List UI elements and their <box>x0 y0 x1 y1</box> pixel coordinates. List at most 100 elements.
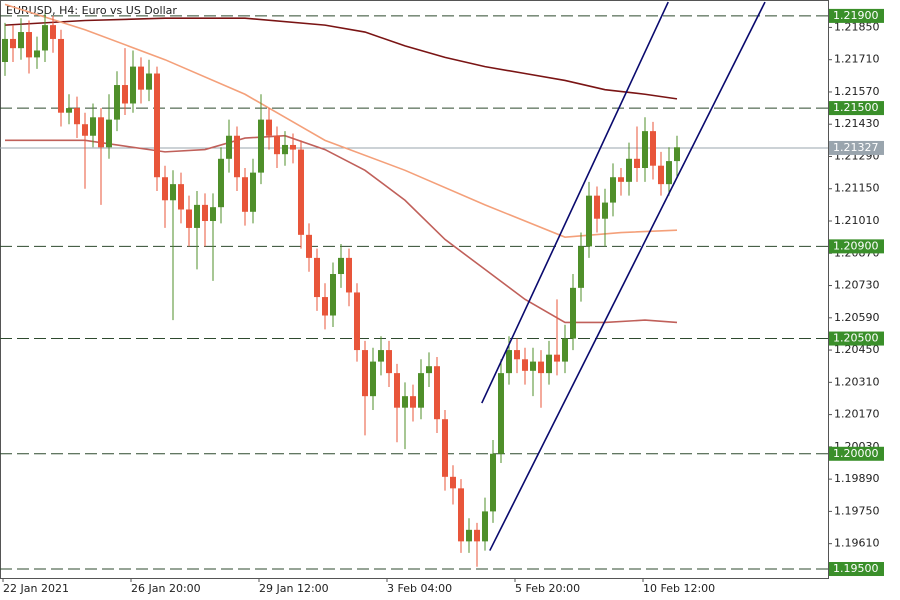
candle-body <box>90 117 96 136</box>
candle-body <box>330 274 336 316</box>
candle-body <box>506 350 512 374</box>
candle-body <box>618 177 624 182</box>
candle-body <box>554 354 560 362</box>
candle-body <box>562 338 568 362</box>
candle-body <box>170 184 176 201</box>
candle-body <box>402 396 408 408</box>
candle-body <box>610 177 616 203</box>
x-tick-label: 26 Jan 20:00 <box>131 582 201 595</box>
candle-body <box>450 476 456 489</box>
candle-body <box>490 453 496 512</box>
y-tick-label: 1.20450 <box>834 343 880 356</box>
candle-body <box>258 119 264 173</box>
y-tick-label: 1.19750 <box>834 504 880 517</box>
x-tick-label: 3 Feb 04:00 <box>387 582 452 595</box>
candle-body <box>482 511 488 542</box>
candle-body <box>178 184 184 210</box>
candle-body <box>666 161 672 185</box>
candle-body <box>578 246 584 288</box>
candle-body <box>394 373 400 408</box>
candle-body <box>602 202 608 219</box>
candle-body <box>146 73 152 90</box>
candle-body <box>274 135 280 155</box>
chart-title: EURUSD, H4: Euro vs US Dollar <box>6 4 177 17</box>
candle-body <box>346 257 352 293</box>
candle-body <box>322 297 328 316</box>
moving-average <box>5 134 678 324</box>
candle-body <box>354 292 360 351</box>
y-tick-label: 1.19890 <box>834 472 880 485</box>
candle-body <box>498 373 504 454</box>
candle-body <box>2 38 8 62</box>
candle-body <box>522 359 528 371</box>
level-label-box <box>829 101 884 116</box>
candle-body <box>122 85 128 104</box>
plot-frame <box>0 0 829 579</box>
candle-body <box>66 108 72 113</box>
candle-body <box>378 350 384 362</box>
y-tick-label: 1.21010 <box>834 214 880 227</box>
y-tick-label: 1.20170 <box>834 408 880 421</box>
x-tick-label: 5 Feb 20:00 <box>515 582 580 595</box>
candle-body <box>642 131 648 169</box>
candle-body <box>18 32 24 49</box>
candle-body <box>474 529 480 542</box>
candle-body <box>410 396 416 408</box>
candle-body <box>10 38 16 49</box>
candle-body <box>58 38 64 113</box>
candle-body <box>626 158 632 182</box>
candle-body <box>290 144 296 150</box>
current-price-label: 1.21327 <box>833 141 879 154</box>
candle-body <box>466 529 472 542</box>
y-tick-label: 1.20310 <box>834 375 880 388</box>
candle-body <box>106 119 112 148</box>
candle-body <box>674 147 680 162</box>
candle-body <box>98 117 104 148</box>
candle-body <box>114 85 120 120</box>
y-tick-label: 1.20730 <box>834 279 880 292</box>
candle-body <box>658 165 664 185</box>
level-label-box <box>829 239 884 254</box>
candle-body <box>234 135 240 178</box>
y-tick-label: 1.21150 <box>834 182 880 195</box>
candle-body <box>74 108 80 125</box>
candle-body <box>82 124 88 136</box>
moving-average <box>4 3 678 238</box>
candle-body <box>210 207 216 222</box>
candle-body <box>434 366 440 420</box>
level-label-box <box>829 8 884 23</box>
y-tick-label: 1.21710 <box>834 53 880 66</box>
candle-body <box>34 50 40 58</box>
candle-body <box>594 195 600 219</box>
candle-body <box>154 73 160 178</box>
candle-body <box>194 204 200 228</box>
candle-body <box>42 25 48 51</box>
x-tick-label: 29 Jan 12:00 <box>259 582 329 595</box>
channel-line <box>489 1 766 551</box>
y-tick-label: 1.21570 <box>834 85 880 98</box>
candle-body <box>250 172 256 212</box>
candle-body <box>282 144 288 155</box>
candle-body <box>226 135 232 159</box>
y-tick-label: 1.20590 <box>834 311 880 324</box>
candle-body <box>442 419 448 477</box>
level-label-box <box>829 446 884 461</box>
candle-body <box>266 119 272 136</box>
candle-body <box>242 177 248 212</box>
x-tick-label: 22 Jan 2021 <box>3 582 69 595</box>
candle-body <box>50 25 56 39</box>
level-label: 1.19500 <box>833 562 879 575</box>
candle-body <box>202 204 208 222</box>
candle-body <box>218 158 224 208</box>
candle-body <box>314 257 320 298</box>
level-label: 1.20500 <box>833 332 879 345</box>
moving-average <box>4 17 678 100</box>
y-tick-label: 1.21430 <box>834 117 880 130</box>
candle-body <box>298 149 304 235</box>
y-tick-label: 1.19610 <box>834 537 880 550</box>
level-label-box <box>829 562 884 577</box>
candle-body <box>538 361 544 374</box>
candle-body <box>586 195 592 247</box>
candle-body <box>338 257 344 275</box>
level-label: 1.21900 <box>833 9 879 22</box>
